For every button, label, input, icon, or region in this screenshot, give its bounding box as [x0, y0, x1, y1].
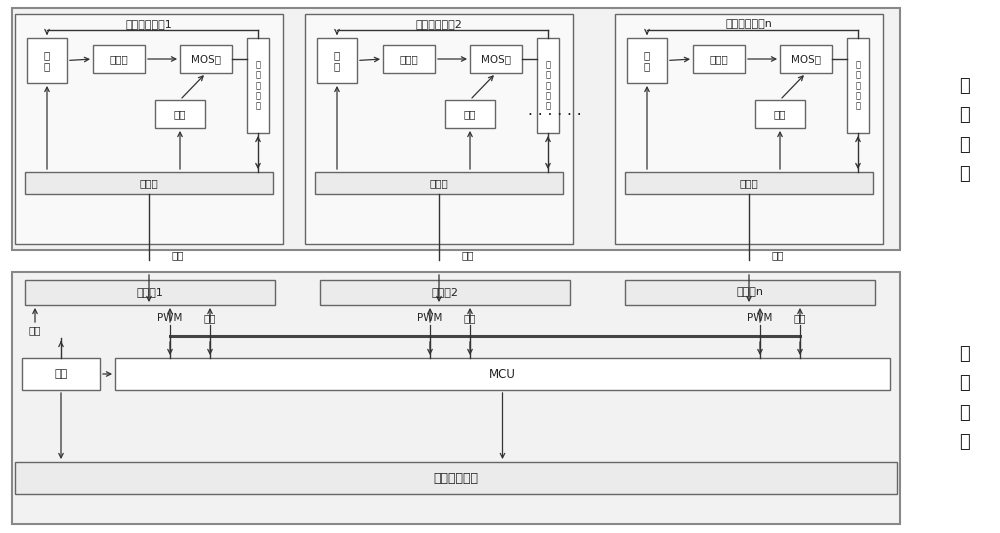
Bar	[780, 45, 832, 73]
Text: · · · · · ·: · · · · · ·	[528, 108, 582, 123]
Bar	[847, 38, 869, 133]
Bar	[15, 14, 283, 244]
Text: MOS管: MOS管	[791, 54, 821, 64]
Text: 连接器: 连接器	[740, 178, 758, 188]
Text: 电
子
系
统: 电 子 系 统	[960, 77, 970, 183]
Text: 连接器n: 连接器n	[736, 287, 764, 297]
Text: 导线: 导线	[771, 250, 784, 260]
Text: 连接器2: 连接器2	[432, 287, 458, 297]
Bar	[625, 172, 873, 194]
Text: 电源: 电源	[54, 369, 68, 379]
Text: 人机交互界面: 人机交互界面	[434, 472, 479, 484]
Bar	[155, 100, 205, 128]
Bar	[12, 8, 900, 250]
Bar	[615, 14, 883, 244]
Bar	[12, 272, 900, 524]
Bar	[27, 38, 67, 83]
Text: 功率控制装置1: 功率控制装置1	[126, 19, 172, 29]
Text: 连接器1: 连接器1	[137, 287, 163, 297]
Bar	[537, 38, 559, 133]
Bar	[15, 462, 897, 494]
Bar	[445, 100, 495, 128]
Text: PWM: PWM	[157, 313, 183, 323]
Text: MOS管: MOS管	[481, 54, 511, 64]
Text: PWM: PWM	[747, 313, 773, 323]
Text: 通信: 通信	[794, 313, 806, 323]
Bar	[627, 38, 667, 83]
Text: PWM: PWM	[417, 313, 443, 323]
Bar	[317, 38, 357, 83]
Bar	[625, 280, 875, 305]
Text: 电源: 电源	[29, 325, 41, 335]
Text: 电
源: 电 源	[44, 50, 50, 71]
Text: 温
度
传
感
器: 温 度 传 感 器	[256, 60, 260, 111]
Text: 导线: 导线	[171, 250, 184, 260]
Text: 温
度
传
感
器: 温 度 传 感 器	[546, 60, 550, 111]
Text: 通信: 通信	[204, 313, 216, 323]
Bar	[305, 14, 573, 244]
Text: MOS管: MOS管	[191, 54, 221, 64]
Bar	[180, 45, 232, 73]
Text: 控
制
设
备: 控 制 设 备	[960, 345, 970, 451]
Text: 通信: 通信	[464, 313, 476, 323]
Bar	[470, 45, 522, 73]
Text: 光耦: 光耦	[774, 109, 786, 119]
Text: 导线: 导线	[461, 250, 474, 260]
Text: 功率控制装置2: 功率控制装置2	[416, 19, 462, 29]
Text: 光耦: 光耦	[174, 109, 186, 119]
Text: 热电阻: 热电阻	[710, 54, 728, 64]
Text: MCU: MCU	[489, 367, 516, 381]
Bar	[383, 45, 435, 73]
Text: 热电阻: 热电阻	[400, 54, 418, 64]
Bar	[320, 280, 570, 305]
Bar	[115, 358, 890, 390]
Bar	[693, 45, 745, 73]
Text: 热电阻: 热电阻	[110, 54, 128, 64]
Bar	[93, 45, 145, 73]
Bar	[247, 38, 269, 133]
Text: 功率控制装置n: 功率控制装置n	[726, 19, 772, 29]
Text: 温
度
传
感
器: 温 度 传 感 器	[856, 60, 860, 111]
Bar	[25, 172, 273, 194]
Bar	[755, 100, 805, 128]
Text: 光耦: 光耦	[464, 109, 476, 119]
Text: 连接器: 连接器	[430, 178, 448, 188]
Text: 连接器: 连接器	[140, 178, 158, 188]
Bar	[315, 172, 563, 194]
Text: 电
源: 电 源	[334, 50, 340, 71]
Bar	[22, 358, 100, 390]
Text: 电
源: 电 源	[644, 50, 650, 71]
Bar	[25, 280, 275, 305]
